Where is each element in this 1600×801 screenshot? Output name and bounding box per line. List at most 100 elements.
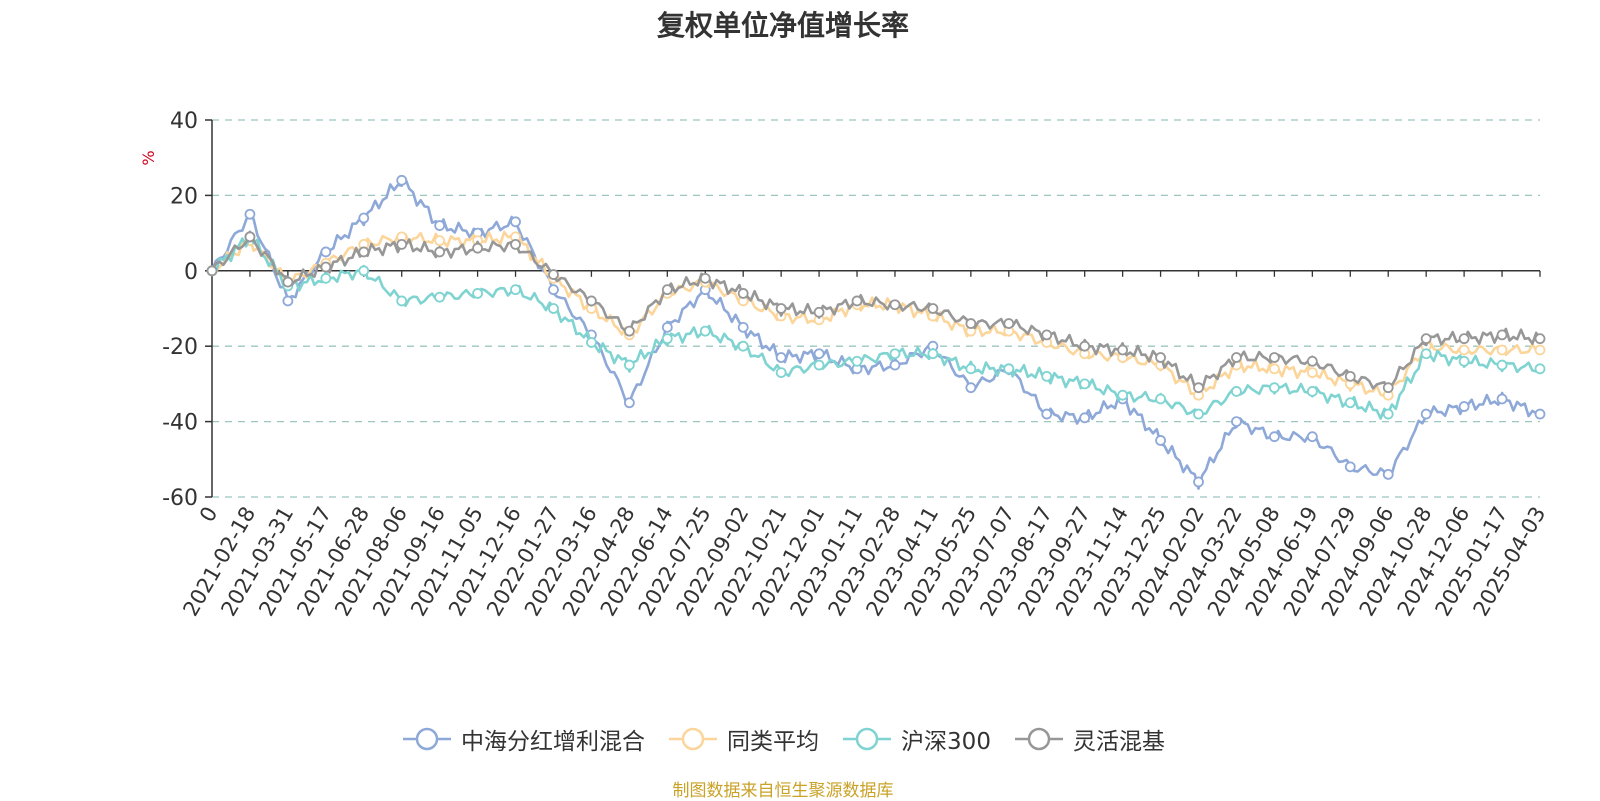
data-point (1231, 416, 1242, 428)
data-point (699, 325, 711, 337)
data-point (623, 359, 635, 371)
legend-label: 沪深300 (901, 729, 991, 755)
data-point (396, 239, 408, 250)
y-axis-label: % (139, 150, 158, 165)
data-point (1420, 348, 1432, 360)
data-point (1420, 333, 1432, 345)
data-point (1458, 355, 1470, 367)
data-point (548, 269, 559, 280)
data-point (1458, 344, 1470, 356)
legend-swatch-icon (669, 727, 718, 751)
data-point (737, 288, 749, 299)
data-point (358, 246, 370, 258)
data-point (282, 276, 294, 288)
data-point (927, 348, 939, 360)
data-point (1041, 329, 1053, 341)
data-point (1306, 386, 1318, 397)
source-note: 制图数据来自恒生聚源数据库 (672, 781, 894, 801)
data-point (1306, 367, 1318, 378)
data-point (586, 295, 597, 307)
data-point (320, 261, 332, 273)
series-line (211, 235, 1541, 420)
data-point (1382, 382, 1394, 394)
y-tick-label: -40 (162, 411, 198, 436)
data-point (1041, 408, 1053, 420)
legend-item[interactable]: 灵活混基 (1013, 722, 1165, 756)
data-point (1269, 431, 1280, 443)
series-line (210, 230, 1542, 393)
data-point (1382, 408, 1394, 420)
series-layer (206, 174, 1546, 490)
data-point (889, 348, 901, 360)
data-point (1155, 352, 1166, 363)
data-point (1003, 318, 1015, 329)
data-point (1003, 363, 1015, 375)
data-point (548, 303, 559, 314)
data-point (813, 348, 825, 360)
chart-title: 复权单位净值增长率 (656, 9, 909, 42)
data-point (1496, 344, 1508, 356)
data-point (699, 272, 711, 284)
data-point (510, 284, 521, 296)
data-point (358, 212, 370, 224)
data-point (548, 284, 559, 296)
data-point (1041, 370, 1053, 382)
data-point (1344, 397, 1356, 409)
data-point (1534, 363, 1546, 375)
data-point (851, 295, 863, 307)
data-point (472, 242, 484, 254)
data-point (244, 208, 256, 220)
data-point (1496, 359, 1508, 371)
legend-item[interactable]: 中海分红增利混合 (401, 722, 645, 756)
y-tick-label: 20 (170, 184, 198, 209)
series-line (210, 177, 1541, 490)
data-point (586, 337, 597, 348)
data-point (1496, 329, 1508, 341)
data-point (358, 265, 370, 277)
data-point (813, 306, 825, 318)
data-point (510, 239, 521, 250)
data-point (965, 363, 977, 375)
data-point (434, 220, 446, 231)
data-point (661, 321, 673, 333)
data-point (965, 318, 977, 329)
data-point (1269, 352, 1280, 363)
data-point (889, 359, 901, 371)
legend-item[interactable]: 同类平均 (667, 722, 819, 756)
data-point (1458, 333, 1470, 345)
data-point (1344, 370, 1356, 382)
data-point (1306, 355, 1318, 367)
data-point (396, 295, 408, 307)
data-point (510, 216, 521, 228)
series-group (206, 231, 1546, 420)
data-point (1079, 412, 1091, 424)
data-point (434, 291, 446, 303)
data-point (320, 272, 332, 284)
data-point (737, 321, 749, 333)
data-point (434, 246, 446, 258)
grid-layer (212, 119, 1540, 498)
data-point (1231, 386, 1242, 397)
x-tick-label: 0 (195, 503, 222, 527)
legend-label: 中海分红增利混合 (461, 729, 646, 755)
legend-swatch-icon (403, 727, 452, 751)
data-point (396, 174, 408, 186)
data-point (1193, 408, 1204, 420)
data-point (1193, 382, 1204, 394)
data-point (775, 352, 787, 363)
data-point (434, 235, 446, 247)
legend-swatch-icon (1014, 727, 1063, 751)
data-point (1420, 408, 1432, 420)
data-point (1344, 461, 1356, 473)
y-tick-label: 0 (184, 260, 198, 285)
data-point (1534, 333, 1546, 345)
data-point (1534, 408, 1546, 420)
data-point (1458, 401, 1470, 412)
legend-item[interactable]: 沪深300 (841, 722, 991, 756)
data-point (1496, 393, 1508, 405)
data-point (889, 299, 901, 311)
data-point (1269, 382, 1280, 394)
data-point (1079, 340, 1091, 352)
data-point (775, 367, 787, 378)
